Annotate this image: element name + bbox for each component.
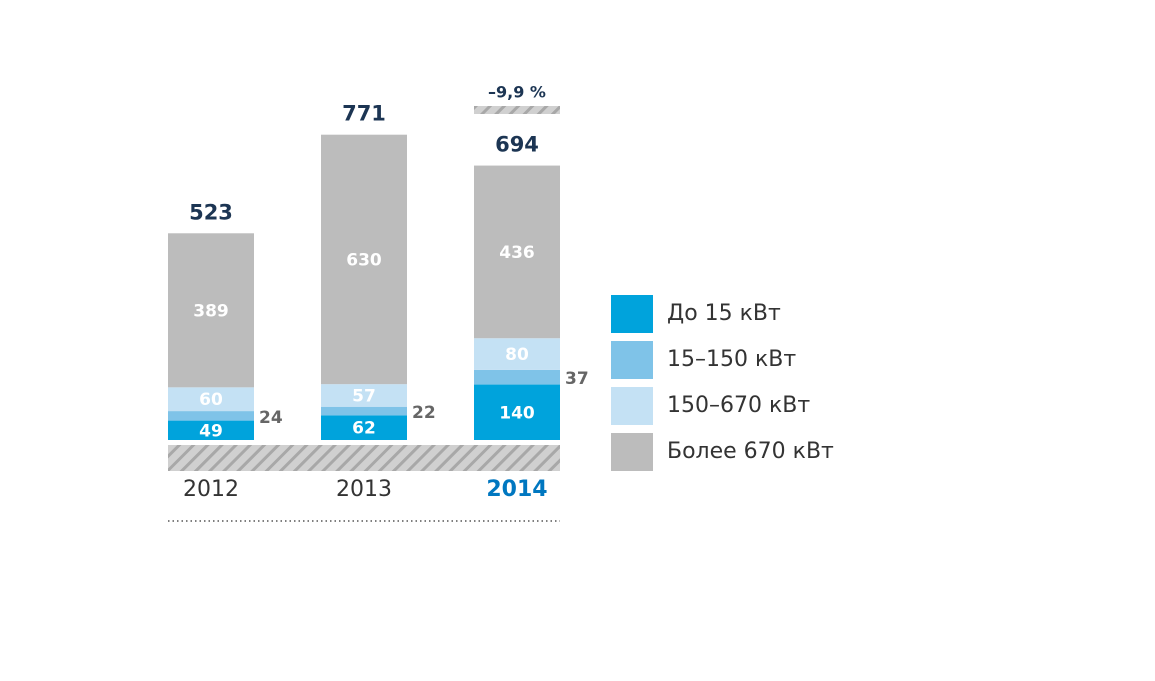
value-label: 60 [199, 390, 223, 410]
legend-label: Более 670 кВт [667, 439, 834, 464]
bar-segment [474, 384, 560, 440]
annotation-band [474, 106, 560, 114]
value-label: 37 [565, 369, 589, 389]
value-label: 57 [352, 386, 376, 406]
bar-segment [321, 415, 407, 440]
legend-swatch [611, 433, 653, 471]
value-label: 24 [259, 408, 283, 428]
bar-segment [168, 411, 254, 421]
legend-swatch [611, 341, 653, 379]
legend-swatch [611, 387, 653, 425]
base-band [168, 445, 560, 471]
bar-segment [474, 369, 560, 385]
value-label: 22 [412, 403, 436, 423]
total-label: 523 [189, 200, 233, 224]
legend-label: 150–670 кВт [667, 393, 810, 418]
legend-label: До 15 кВт [667, 301, 781, 326]
annotation: –9,9 % [488, 83, 546, 102]
value-label: 140 [499, 403, 535, 423]
total-label: 694 [495, 133, 539, 157]
bar-segment [168, 233, 254, 388]
value-label: 49 [199, 421, 223, 441]
category-label: 2014 [486, 477, 547, 502]
bar-segment [474, 338, 560, 370]
value-label: 62 [352, 419, 376, 439]
bar-segment [474, 165, 560, 339]
bar-segment [321, 406, 407, 416]
category-label: 2012 [183, 477, 239, 502]
category-label: 2013 [336, 477, 392, 502]
bar-segment [321, 384, 407, 407]
bar-segment [321, 134, 407, 385]
value-label: 630 [346, 250, 382, 270]
value-label: 80 [505, 345, 529, 365]
total-label: 771 [342, 102, 386, 126]
value-label: 389 [193, 301, 229, 321]
bar-segment [168, 387, 254, 412]
bar-segment [168, 420, 254, 440]
legend-label: 15–150 кВт [667, 347, 796, 372]
legend-swatch [611, 295, 653, 333]
value-label: 436 [499, 243, 535, 263]
